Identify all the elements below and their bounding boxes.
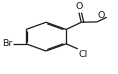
- Text: O: O: [76, 2, 83, 11]
- Text: O: O: [97, 11, 105, 20]
- Text: Cl: Cl: [78, 50, 88, 59]
- Text: Br: Br: [2, 39, 13, 48]
